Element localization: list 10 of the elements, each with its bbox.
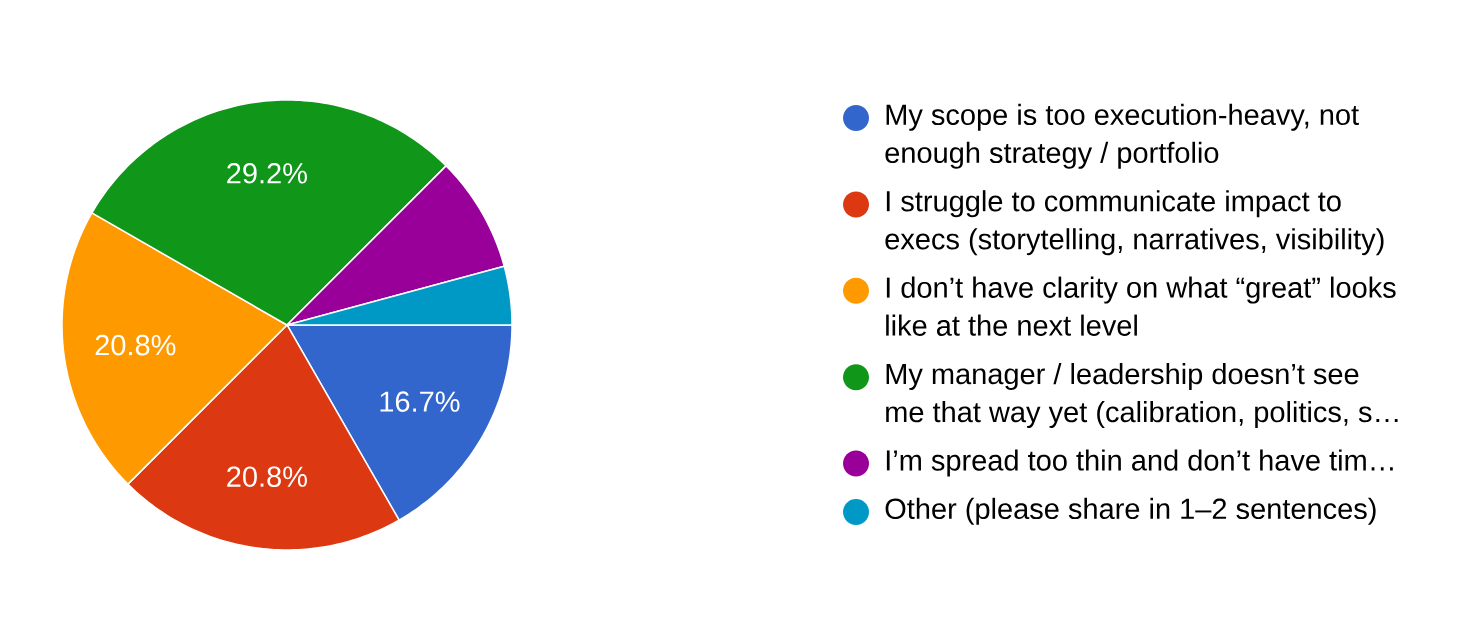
legend-label: I struggle to communicate impact to execs (storytelling, narratives, visibility) <box>885 190 1384 256</box>
data-label: 20.8% <box>227 466 307 487</box>
legend-label: My manager / leadership doesn’t see me that way yet (calibration, politics, s… <box>886 362 1398 429</box>
data-label: 16.7% <box>380 391 460 412</box>
data-label: 20.8% <box>95 334 176 356</box>
legend-label: My scope is too execution-heavy, not enough strategy / portfolio <box>885 103 1359 169</box>
legend-label: I’m spread too thin and don’t have tim… <box>886 449 1393 477</box>
data-label: 29.2% <box>227 163 307 184</box>
legend-label: I don’t have clarity on what “great” looks like at the next level <box>886 276 1396 336</box>
legend-label: Other (please share in 1–2 sentences) <box>885 497 1376 525</box>
